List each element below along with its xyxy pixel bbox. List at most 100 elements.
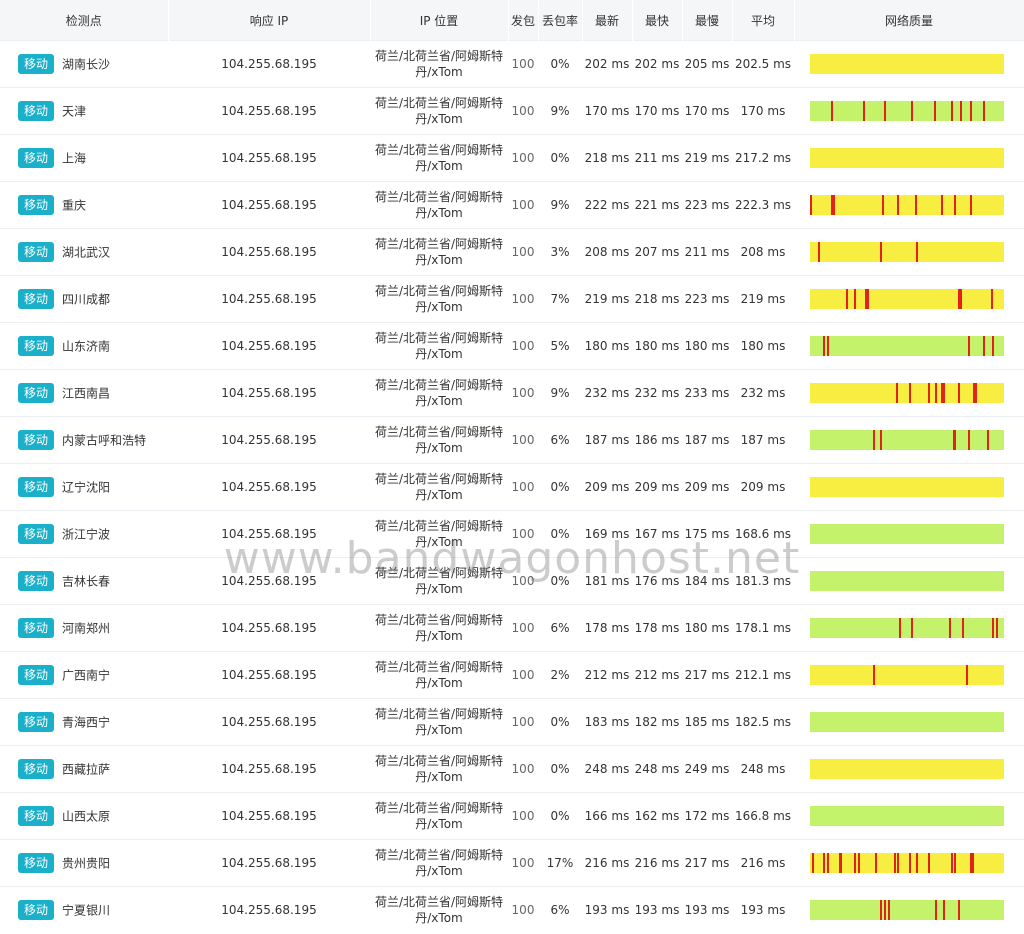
response-ip: 104.255.68.195 [168,698,370,746]
ip-location-line1: 荷兰/北荷兰省/阿姆斯特 [374,613,504,627]
packet-loss-mark [958,900,961,920]
packet-loss-mark [880,900,883,920]
quality-bar [810,571,1004,591]
isp-badge: 移动 [18,101,55,121]
checkpoint-cell: 移动 辽宁沈阳 [0,463,168,511]
fastest-latency: 178 ms [632,604,682,652]
isp-badge: 移动 [18,195,55,215]
avg-latency: 209 ms [732,463,794,511]
avg-latency: 202.5 ms [732,40,794,88]
packets-sent: 100 [508,510,538,558]
packet-loss-mark [832,195,835,215]
packet-loss-mark [853,289,856,309]
packet-loss-mark [971,853,974,873]
avg-latency: 168.6 ms [732,510,794,558]
city-name: 上海 [62,151,87,166]
packet-loss-mark [853,853,856,873]
ip-location: 荷兰/北荷兰省/阿姆斯特 丹/xTom [370,651,508,699]
ip-location-line2: 丹/xTom [415,535,463,549]
packet-loss: 0% [538,40,582,88]
checkpoint-cell: 移动 内蒙古呼和浩特 [0,416,168,464]
isp-badge: 移动 [18,54,55,74]
ip-location-line1: 荷兰/北荷兰省/阿姆斯特 [374,190,504,204]
ip-location-line1: 荷兰/北荷兰省/阿姆斯特 [374,49,504,63]
ip-location-line2: 丹/xTom [415,582,463,596]
ip-location-line2: 丹/xTom [415,347,463,361]
checkpoint-cell: 移动 湖北武汉 [0,228,168,276]
packet-loss-mark [943,900,945,920]
latest-latency: 178 ms [582,604,632,652]
ip-location-line1: 荷兰/北荷兰省/阿姆斯特 [374,754,504,768]
packet-loss: 9% [538,181,582,229]
table-row: 移动 浙江宁波 104.255.68.195 荷兰/北荷兰省/阿姆斯特 丹/xTom 10… [0,510,1024,558]
isp-badge: 移动 [18,289,55,309]
latest-latency: 209 ms [582,463,632,511]
ip-location: 荷兰/北荷兰省/阿姆斯特 丹/xTom [370,181,508,229]
quality-bar [810,430,1004,450]
avg-latency: 217.2 ms [732,134,794,182]
quality-cell [794,228,1024,276]
latest-latency: 218 ms [582,134,632,182]
city-name: 西藏拉萨 [62,762,111,777]
avg-latency: 170 ms [732,87,794,135]
ip-location: 荷兰/北荷兰省/阿姆斯特 丹/xTom [370,792,508,840]
fastest-latency: 232 ms [632,369,682,417]
ip-location: 荷兰/北荷兰省/阿姆斯特 丹/xTom [370,839,508,887]
city-name: 吉林长春 [62,574,111,589]
latest-latency: 202 ms [582,40,632,88]
packet-loss-mark [954,195,957,215]
latest-latency: 183 ms [582,698,632,746]
ip-location: 荷兰/北荷兰省/阿姆斯特 丹/xTom [370,510,508,558]
packet-loss-mark [958,289,961,309]
checkpoint-cell: 移动 浙江宁波 [0,510,168,558]
response-ip: 104.255.68.195 [168,228,370,276]
avg-latency: 181.3 ms [732,557,794,605]
table-row: 移动 四川成都 104.255.68.195 荷兰/北荷兰省/阿姆斯特 丹/xTom 10… [0,275,1024,323]
ip-location-line1: 荷兰/北荷兰省/阿姆斯特 [374,472,504,486]
ip-location-line2: 丹/xTom [415,723,463,737]
packet-loss-mark [867,289,869,309]
packet-loss-mark [969,101,972,121]
isp-badge: 移动 [18,336,55,356]
packet-loss-mark [897,195,900,215]
header-ip: 响应 IP [168,0,371,41]
checkpoint-cell: 移动 江西南昌 [0,369,168,417]
ip-location-line1: 荷兰/北荷兰省/阿姆斯特 [374,331,504,345]
packet-loss-mark [941,195,944,215]
packet-loss-mark [914,195,917,215]
checkpoint-cell: 移动 河南郑州 [0,604,168,652]
packet-loss: 9% [538,87,582,135]
packet-loss-mark [840,853,843,873]
packet-loss-mark [893,853,896,873]
packet-loss-mark [884,900,887,920]
ip-location-line1: 荷兰/北荷兰省/阿姆斯特 [374,895,504,909]
response-ip: 104.255.68.195 [168,275,370,323]
table-row: 移动 贵州贵阳 104.255.68.195 荷兰/北荷兰省/阿姆斯特 丹/xTom 10… [0,839,1024,887]
slowest-latency: 211 ms [682,228,732,276]
ip-location-line2: 丹/xTom [415,864,463,878]
ip-location: 荷兰/北荷兰省/阿姆斯特 丹/xTom [370,604,508,652]
ip-location-line2: 丹/xTom [415,629,463,643]
packet-loss: 0% [538,134,582,182]
quality-cell [794,651,1024,699]
ip-location-line2: 丹/xTom [415,911,463,925]
quality-bar [810,195,1004,215]
ip-location-line1: 荷兰/北荷兰省/阿姆斯特 [374,660,504,674]
quality-bar [810,712,1004,732]
response-ip: 104.255.68.195 [168,510,370,558]
isp-badge: 移动 [18,524,55,544]
quality-cell [794,839,1024,887]
ip-location-line2: 丹/xTom [415,159,463,173]
packet-loss-mark [965,665,968,685]
checkpoint-cell: 移动 贵州贵阳 [0,839,168,887]
quality-cell [794,87,1024,135]
packets-sent: 100 [508,40,538,88]
header-latest: 最新 [582,0,633,41]
table-row: 移动 河南郑州 104.255.68.195 荷兰/北荷兰省/阿姆斯特 丹/xTom 10… [0,604,1024,652]
slowest-latency: 172 ms [682,792,732,840]
ip-location-line1: 荷兰/北荷兰省/阿姆斯特 [374,425,504,439]
packet-loss-mark [827,853,830,873]
isp-badge: 移动 [18,242,55,262]
table-row: 移动 湖南长沙 104.255.68.195 荷兰/北荷兰省/阿姆斯特 丹/xTom 10… [0,40,1024,88]
